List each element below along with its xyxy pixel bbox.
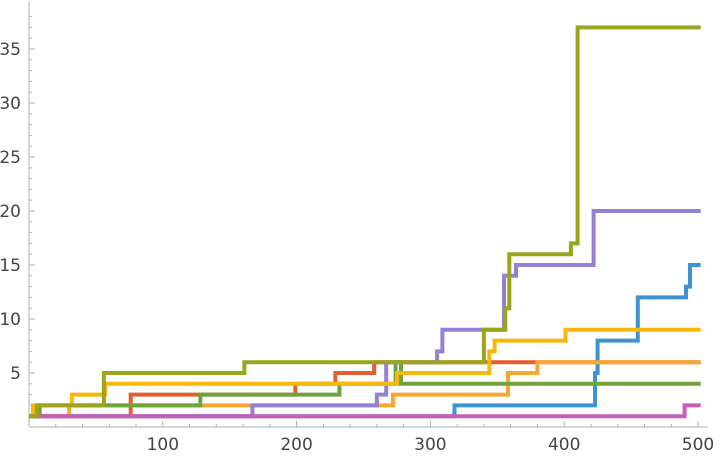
y-tick-label: 20 [0, 202, 21, 222]
x-tick-label: 500 [682, 435, 714, 455]
y-tick-label: 35 [0, 40, 21, 60]
series-line-7 [29, 403, 701, 419]
plot-area [29, 25, 701, 419]
series-line-8 [29, 25, 701, 419]
x-tick-label: 200 [280, 435, 312, 455]
x-tick-label: 100 [147, 435, 179, 455]
series-line-2 [29, 360, 701, 419]
y-tick-label: 30 [0, 94, 21, 114]
y-tick-label: 15 [0, 256, 21, 276]
y-tick-label: 25 [0, 148, 21, 168]
series-line-1 [29, 263, 701, 419]
y-tick-label: 5 [10, 364, 21, 384]
series-line-5 [29, 209, 701, 419]
x-tick-label: 400 [548, 435, 580, 455]
y-tick-label: 10 [0, 310, 21, 330]
x-tick-label: 300 [414, 435, 446, 455]
